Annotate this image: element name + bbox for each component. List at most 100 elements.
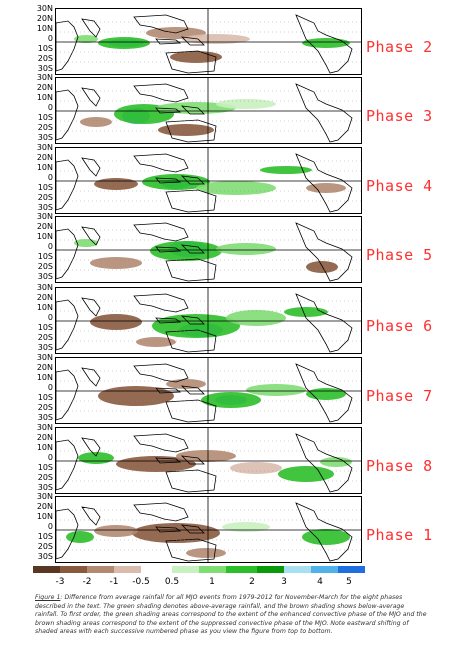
anomaly-region: [260, 166, 312, 174]
latitude-label: 10S: [37, 44, 53, 53]
phase-label: Phase 8: [366, 457, 433, 475]
rainfall-map-panel: [55, 8, 362, 75]
latitude-label: 0: [47, 173, 53, 182]
colorbar-swatch: [226, 566, 257, 573]
coastline: [133, 83, 189, 103]
latitude-label: 30S: [37, 343, 53, 352]
latitude-label: 20S: [37, 54, 53, 63]
anomaly-region: [80, 117, 112, 127]
anomaly-region: [201, 392, 261, 408]
anomaly-region: [98, 386, 174, 406]
latitude-label: 10S: [37, 113, 53, 122]
latitude-label: 0: [47, 103, 53, 112]
coastline: [133, 433, 189, 453]
colorbar-swatch: [284, 566, 311, 573]
anomaly-region: [90, 257, 142, 269]
rainfall-anomaly-map: [56, 288, 361, 353]
rainfall-map-panel: [55, 496, 362, 563]
anomaly-region: [94, 178, 138, 190]
rainfall-map-panel: [55, 357, 362, 424]
anomaly-region: [132, 523, 220, 543]
anomaly-region: [306, 261, 338, 273]
anomaly-region: [176, 450, 236, 462]
latitude-label: 20S: [37, 262, 53, 271]
coastline: [81, 437, 101, 457]
rainfall-map-panel: [55, 77, 362, 144]
phase-label: Phase 3: [366, 107, 433, 125]
latitude-label: 30N: [36, 4, 53, 13]
latitude-label: 20N: [36, 153, 53, 162]
coastline: [56, 20, 79, 72]
anomaly-region: [74, 35, 98, 43]
anomaly-region: [90, 314, 142, 330]
coastline: [155, 38, 182, 45]
rainfall-anomaly-map: [56, 358, 361, 423]
colorbar-tick-label: -1: [109, 577, 119, 587]
rainfall-anomaly-map: [56, 428, 361, 493]
anomaly-region: [302, 529, 350, 545]
coastline: [81, 367, 101, 387]
latitude-label: 0: [47, 522, 53, 531]
figure-label: Figure 1: [35, 594, 61, 601]
latitude-label: 10N: [36, 303, 53, 312]
colorbar-swatch: [172, 566, 199, 573]
latitude-label: 20N: [36, 222, 53, 231]
coastline: [56, 228, 79, 280]
coastline: [133, 222, 189, 242]
latitude-label: 30N: [36, 283, 53, 292]
phase-label: Phase 1: [366, 526, 433, 544]
phase-label: Phase 2: [366, 38, 433, 56]
colorbar-tick-label: 2: [249, 577, 255, 587]
anomaly-region: [78, 452, 114, 464]
coastline: [295, 83, 353, 143]
phase-label: Phase 7: [366, 387, 433, 405]
latitude-label: 10S: [37, 252, 53, 261]
latitude-label: 10S: [37, 463, 53, 472]
latitude-label: 20S: [37, 123, 53, 132]
colorbar-swatch: [33, 566, 60, 573]
coastline: [81, 297, 101, 317]
colorbar-swatch: [60, 566, 87, 573]
phase-label: Phase 6: [366, 317, 433, 335]
latitude-label: 0: [47, 242, 53, 251]
coastline: [295, 153, 353, 213]
latitude-label: 20S: [37, 473, 53, 482]
coastline: [295, 363, 353, 423]
coastline: [81, 18, 101, 38]
coastline: [165, 329, 217, 353]
colorbar-tick-label: 5: [346, 577, 352, 587]
rainfall-anomaly-map: [56, 497, 361, 562]
anomaly-region: [284, 307, 328, 317]
colorbar: [33, 566, 365, 573]
coastline: [295, 433, 353, 493]
coastline: [81, 87, 101, 107]
latitude-label: 10N: [36, 93, 53, 102]
rainfall-map-panel: [55, 427, 362, 494]
latitude-label: 30S: [37, 133, 53, 142]
coastline: [133, 363, 189, 383]
latitude-label: 30S: [37, 272, 53, 281]
latitude-label: 20S: [37, 193, 53, 202]
latitude-label: 0: [47, 453, 53, 462]
latitude-label: 20N: [36, 83, 53, 92]
latitude-label: 10N: [36, 232, 53, 241]
latitude-label: 20N: [36, 433, 53, 442]
colorbar-swatch: [199, 566, 226, 573]
anomaly-region: [302, 38, 350, 48]
anomaly-region: [170, 51, 222, 63]
anomaly-region: [66, 531, 94, 543]
coastline: [165, 50, 217, 74]
anomaly-region: [116, 456, 196, 472]
anomaly-region: [186, 548, 226, 558]
coastline: [165, 189, 217, 213]
anomaly-region: [158, 124, 214, 136]
coastline: [133, 14, 189, 34]
rainfall-map-panel: [55, 147, 362, 214]
rainfall-map-panel: [55, 216, 362, 283]
anomaly-region: [278, 466, 334, 482]
anomaly-region: [182, 34, 250, 44]
coastline: [295, 222, 353, 282]
latitude-label: 20N: [36, 293, 53, 302]
anomaly-region: [166, 379, 206, 389]
anomaly-region: [98, 37, 150, 49]
